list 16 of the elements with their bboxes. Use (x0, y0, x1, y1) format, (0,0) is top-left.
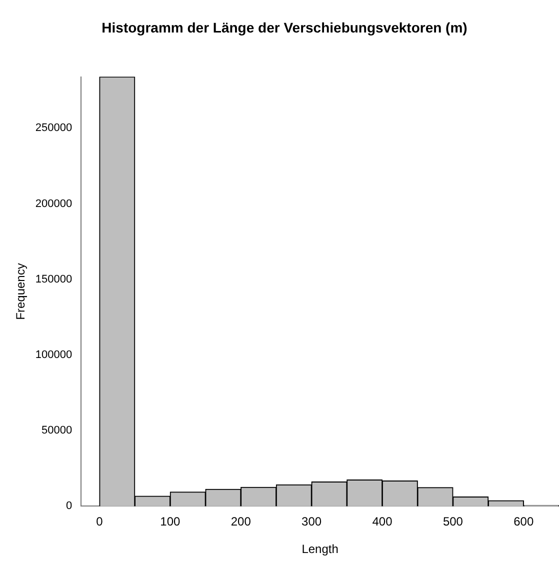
chart-title: Histogramm der Länge der Verschiebungsvektoren (m) (102, 19, 468, 36)
x-tick-label: 300 (302, 514, 322, 529)
y-tick-label: 250000 (35, 122, 72, 134)
x-tick-label: 500 (442, 514, 464, 529)
y-tick-label: 100000 (35, 349, 72, 362)
x-tick-label: 400 (372, 514, 393, 529)
y-tick-label: 0 (66, 500, 72, 512)
y-tick-label: 50000 (42, 424, 72, 437)
y-axis-title: Frequency (14, 263, 28, 320)
x-tick-label: 600 (514, 514, 534, 529)
x-tick-label: 100 (160, 514, 181, 529)
y-tick-label: 200000 (35, 198, 72, 210)
x-tick-label: 0 (96, 514, 104, 529)
x-axis-title: Length (302, 542, 338, 556)
x-tick-label: 200 (230, 514, 252, 529)
y-tick-label: 150000 (35, 273, 72, 286)
